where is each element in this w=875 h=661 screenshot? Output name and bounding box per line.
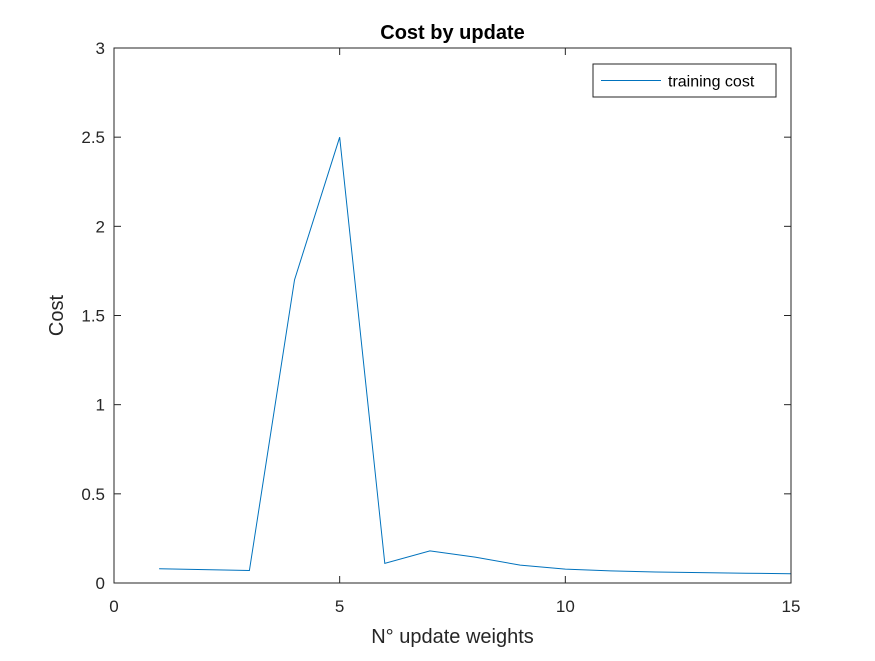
y-tick-label: 0 xyxy=(96,574,105,593)
series-line-training-cost xyxy=(159,137,792,575)
x-tick-label: 10 xyxy=(556,597,575,616)
tick-labels: 0 5 10 15 0 0.5 1 1.5 2 2.5 3 xyxy=(81,39,800,616)
y-tick-label: 1 xyxy=(96,396,105,415)
y-tick-label: 2.5 xyxy=(81,128,105,147)
legend-label-training-cost: training cost xyxy=(668,74,755,91)
axes-box xyxy=(113,47,792,584)
y-tick-label: 0.5 xyxy=(81,485,105,504)
x-tick-label: 15 xyxy=(782,597,801,616)
y-tick-label: 1.5 xyxy=(81,307,105,326)
chart-title: Cost by update xyxy=(380,22,524,44)
series-layer xyxy=(159,137,792,575)
legend[interactable]: training cost xyxy=(592,63,777,98)
plot-area xyxy=(114,48,791,583)
x-tick-label: 5 xyxy=(335,597,344,616)
y-axis-label: Cost xyxy=(46,294,68,336)
x-axis-label: N° update weights xyxy=(371,626,534,648)
x-tick-label: 0 xyxy=(109,597,118,616)
legend-box xyxy=(592,63,777,98)
y-tick-label: 3 xyxy=(96,39,105,58)
y-tick-label: 2 xyxy=(96,217,105,236)
